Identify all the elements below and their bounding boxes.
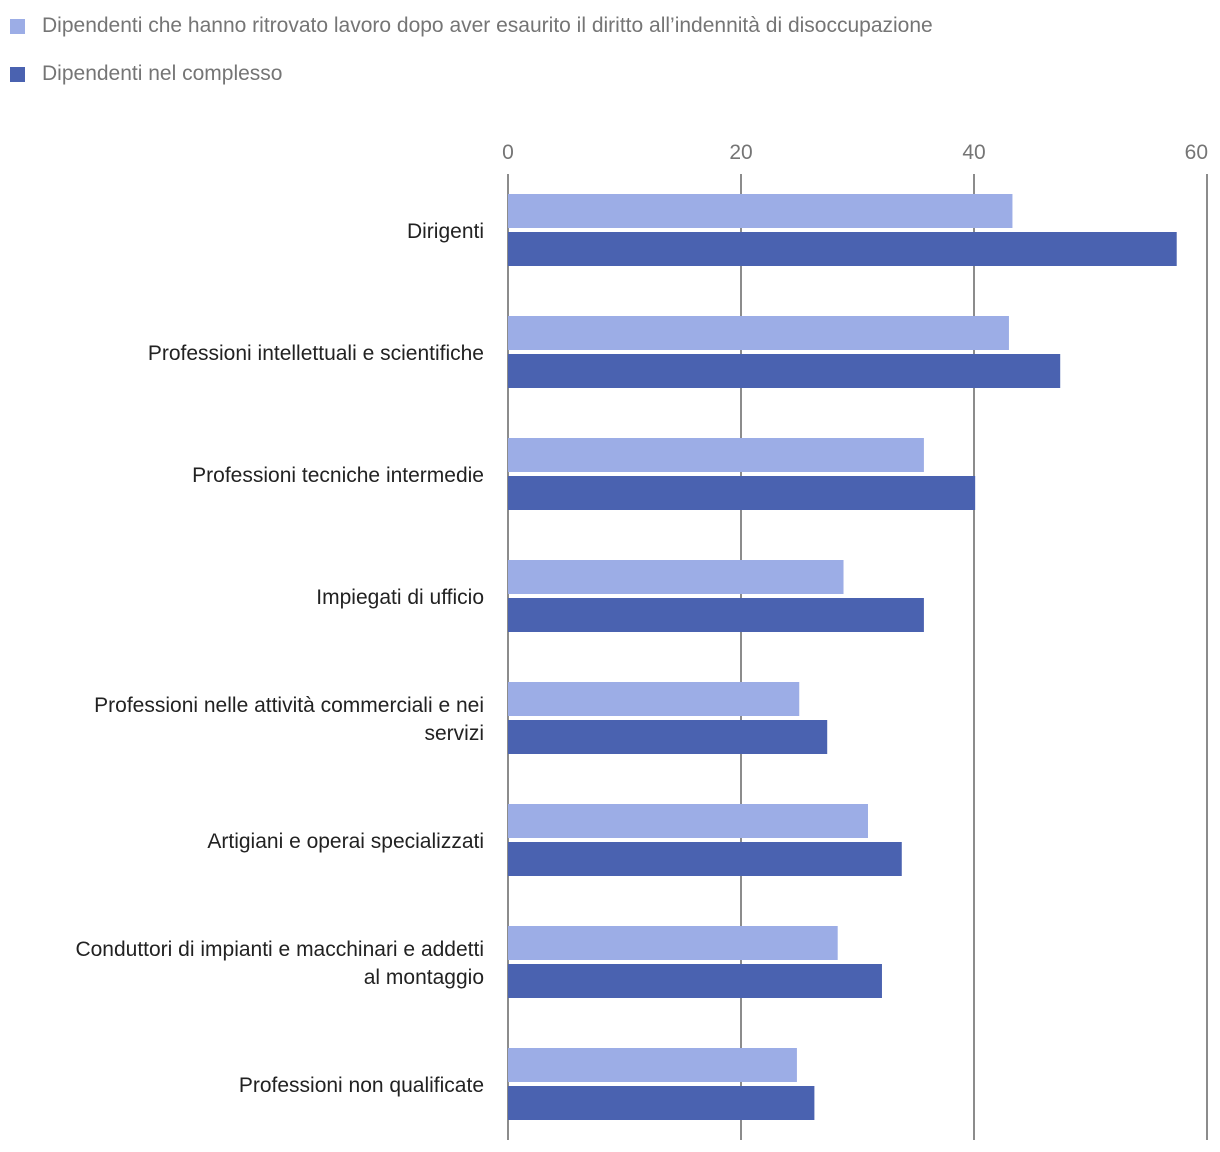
x-tick-label: 40 bbox=[962, 141, 985, 164]
category-label: servizi bbox=[424, 722, 484, 745]
bar-series-2-4[interactable] bbox=[508, 720, 828, 754]
category-labels: Dirigenti Professioni intellettuali e sci… bbox=[75, 220, 484, 1097]
bar-series-1-4[interactable] bbox=[508, 682, 800, 716]
bar-series-2-5[interactable] bbox=[508, 842, 902, 876]
category-label: Dirigenti bbox=[407, 220, 484, 243]
legend-label-series-2: Dipendenti nel complesso bbox=[42, 62, 283, 85]
bar-series-2-3[interactable] bbox=[508, 598, 924, 632]
bar-series-1-5[interactable] bbox=[508, 804, 868, 838]
x-tick-label: 0 bbox=[502, 141, 514, 164]
axis-ticks: 0 20 40 60 bbox=[502, 141, 1208, 164]
bar-series-2-1[interactable] bbox=[508, 354, 1061, 388]
category-label: Professioni nelle attività commerciali e… bbox=[94, 694, 484, 717]
legend: Dipendenti che hanno ritrovato lavoro do… bbox=[10, 10, 933, 106]
bar-series-1-2[interactable] bbox=[508, 438, 924, 472]
category-label: Conduttori di impianti e macchinari e ad… bbox=[75, 938, 484, 961]
bar-series-1-7[interactable] bbox=[508, 1048, 797, 1082]
bar-series-2-7[interactable] bbox=[508, 1086, 815, 1120]
legend-item-series-1[interactable]: Dipendenti che hanno ritrovato lavoro do… bbox=[10, 10, 933, 42]
bar-series-1-6[interactable] bbox=[508, 926, 838, 960]
legend-label-series-1: Dipendenti che hanno ritrovato lavoro do… bbox=[42, 14, 933, 37]
category-label: Professioni tecniche intermedie bbox=[192, 464, 484, 487]
category-label: Professioni non qualificate bbox=[239, 1074, 484, 1097]
bar-series-1-3[interactable] bbox=[508, 560, 844, 594]
bar-series-2-6[interactable] bbox=[508, 964, 882, 998]
bar-series-1-0[interactable] bbox=[508, 194, 1013, 228]
category-label: al montaggio bbox=[364, 966, 484, 989]
category-label: Impiegati di ufficio bbox=[316, 586, 484, 609]
bars bbox=[508, 194, 1177, 1120]
legend-swatch-series-1 bbox=[10, 18, 25, 34]
legend-swatch-series-2 bbox=[10, 66, 25, 82]
bar-series-2-2[interactable] bbox=[508, 476, 976, 510]
bar-series-2-0[interactable] bbox=[508, 232, 1177, 266]
legend-item-series-2[interactable]: Dipendenti nel complesso bbox=[10, 58, 933, 90]
x-tick-label: 60 bbox=[1185, 141, 1208, 164]
category-label: Artigiani e operai specializzati bbox=[207, 830, 484, 853]
category-label: Professioni intellettuali e scientifiche bbox=[148, 342, 484, 365]
x-tick-label: 20 bbox=[729, 141, 752, 164]
bar-series-1-1[interactable] bbox=[508, 316, 1009, 350]
